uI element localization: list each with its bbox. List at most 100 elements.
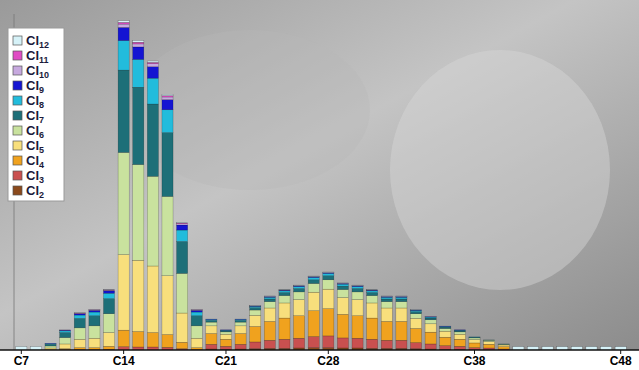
bar-segment — [410, 309, 421, 310]
bar-segment — [381, 340, 392, 348]
bar-segment — [440, 346, 451, 350]
bar-segment — [308, 337, 319, 348]
bar-segment — [60, 330, 71, 332]
bar-segment — [396, 302, 407, 308]
bar-segment — [279, 289, 290, 290]
bar-segment — [103, 314, 114, 333]
legend-label: Cl2 — [26, 183, 44, 200]
bar-segment — [279, 296, 290, 303]
bar-segment — [162, 276, 173, 335]
bar-segment — [147, 176, 158, 266]
bar-segment — [250, 308, 261, 310]
bar-segment — [177, 222, 188, 224]
bar-segment — [498, 343, 509, 344]
bar-segment — [469, 336, 480, 337]
bar-segment — [250, 305, 261, 306]
bar-segment — [352, 285, 363, 286]
bar-segment — [410, 312, 421, 314]
bar-segment — [484, 339, 495, 340]
bar-segment — [279, 339, 290, 348]
bar-segment — [103, 289, 114, 290]
bar-segment — [352, 285, 363, 286]
bar-segment — [367, 289, 378, 290]
bar-segment — [89, 338, 100, 347]
bar-segment — [133, 41, 144, 43]
bar-segment — [177, 273, 188, 313]
bar-segment — [498, 343, 509, 344]
bar-segment — [264, 299, 275, 302]
bar-segment — [220, 329, 231, 330]
bar-segment — [440, 326, 451, 327]
bar-segment — [469, 336, 480, 337]
legend-swatch — [13, 111, 22, 120]
bar-segment — [308, 277, 319, 279]
bar-segment — [45, 346, 56, 348]
legend-label-subscript: 10 — [39, 70, 49, 80]
bar-segment — [323, 280, 334, 289]
legend-label-part: Cl — [26, 153, 39, 168]
bar-segment — [74, 315, 85, 318]
bar-segment — [103, 291, 114, 293]
legend-label-part: Cl — [26, 108, 39, 123]
bar-segment — [367, 339, 378, 348]
bar-segment — [367, 289, 378, 290]
bar-segment — [235, 320, 246, 322]
bar-segment — [162, 133, 173, 197]
bar-segment — [206, 322, 217, 326]
bar-segment — [469, 338, 480, 340]
bar-segment — [264, 302, 275, 308]
bar-segment — [147, 333, 158, 347]
bar-segment — [454, 329, 465, 330]
bar-segment — [323, 272, 334, 274]
bar-segment — [279, 303, 290, 318]
bar-segment — [74, 312, 85, 313]
bar-segment — [279, 291, 290, 293]
bar-segment — [162, 94, 173, 95]
bar-segment — [396, 296, 407, 297]
bar-segment — [118, 24, 129, 27]
bar-segment — [147, 78, 158, 104]
bar-segment — [308, 311, 319, 337]
bar-segment — [410, 310, 421, 311]
page-background — [0, 0, 639, 370]
bar-segment — [206, 319, 217, 320]
bar-segment — [381, 299, 392, 302]
legend-label-subscript: 8 — [39, 100, 44, 110]
bar-segment — [60, 344, 71, 349]
bar-segment — [264, 308, 275, 321]
legend-label-subscript: 9 — [39, 85, 44, 95]
bar-segment — [191, 326, 202, 338]
bar-segment — [118, 70, 129, 152]
bar-segment — [191, 316, 202, 326]
legend-swatch — [13, 141, 22, 150]
x-tick-label: C28 — [317, 354, 339, 368]
bar-segment — [396, 340, 407, 348]
bar-segment — [45, 343, 56, 345]
bar-segment — [454, 329, 465, 330]
bar-segment — [220, 330, 231, 332]
bar-segment — [250, 342, 261, 349]
legend-label-subscript: 7 — [39, 115, 44, 125]
bar-segment — [118, 255, 129, 331]
legend-label-subscript: 5 — [39, 145, 44, 155]
bar-segment — [484, 340, 495, 341]
bar-segment — [206, 319, 217, 320]
bar-segment — [367, 291, 378, 293]
bar-segment — [250, 310, 261, 315]
bar-segment — [235, 319, 246, 320]
bar-segment — [425, 316, 436, 317]
bar-segment — [177, 313, 188, 342]
bar-segment — [103, 289, 114, 290]
bar-segment — [352, 316, 363, 339]
bar-segment — [147, 61, 158, 62]
bar-segment — [220, 339, 231, 346]
bar-segment — [484, 339, 495, 340]
bar-segment — [206, 334, 217, 345]
bar-segment — [220, 329, 231, 330]
bar-segment — [396, 295, 407, 296]
x-tick-label: C7 — [14, 354, 30, 368]
bar-segment — [498, 343, 509, 344]
bar-segment — [454, 346, 465, 349]
bar-segment — [74, 328, 85, 339]
legend-label-subscript: 6 — [39, 130, 44, 140]
